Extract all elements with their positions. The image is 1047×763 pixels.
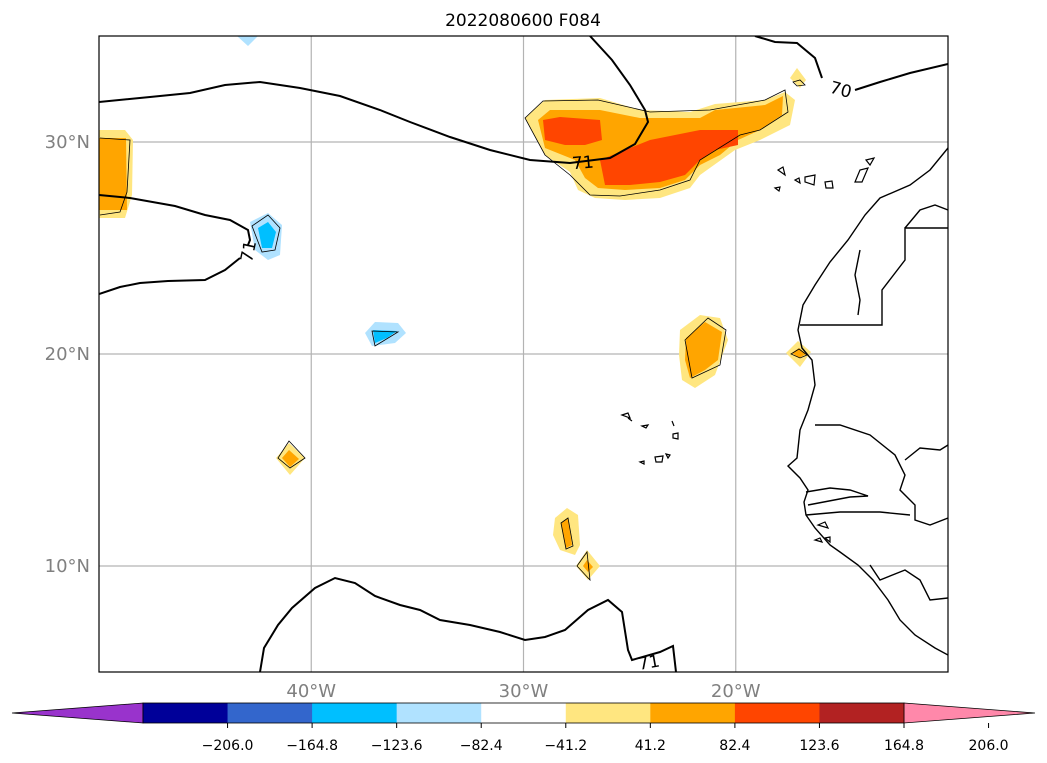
- africa-border-5: [869, 564, 948, 601]
- colorbar-tick-label: 82.4: [719, 738, 750, 754]
- shade-red-north-plume-2: [600, 130, 738, 185]
- colorbar-segment: [227, 703, 313, 723]
- colorbar-segment: [396, 703, 482, 723]
- lat-label: 30°N: [45, 132, 90, 153]
- colorbar-segment: [312, 703, 398, 723]
- africa-coastline: [786, 147, 948, 656]
- latitude-labels: 30°N 20°N 10°N: [45, 132, 90, 577]
- africa-border-1: [800, 227, 948, 326]
- colorbar-tick-label: 123.6: [799, 738, 839, 754]
- colorbar-tick-label: 164.8: [884, 738, 924, 754]
- shade-lightblue-top: [237, 36, 258, 46]
- contour-label-71-west: 71: [237, 239, 261, 264]
- shade-yellow-small-north: [790, 68, 806, 88]
- colorbar-tick-label: −41.2: [544, 738, 587, 754]
- africa-border-4: [805, 511, 911, 516]
- africa-border-6: [904, 204, 948, 229]
- coastlines: [786, 147, 948, 656]
- map-frame: [98, 35, 949, 673]
- longitude-labels: 40°W 30°W 20°W: [286, 681, 760, 702]
- colorbar-segment: [143, 703, 229, 723]
- colorbar-tick-label: 41.2: [635, 738, 666, 754]
- shade-orange-west-small: [282, 450, 299, 467]
- colorbar-segment: [650, 703, 736, 723]
- shade-orange-coast: [792, 348, 806, 358]
- colorbar-tick-label: −123.6: [371, 738, 423, 754]
- cape-verde-islands: [620, 412, 679, 465]
- colorbar-segment: [565, 703, 651, 723]
- contour-71-northwest: [99, 36, 650, 165]
- contour-label-71-north: 71: [571, 152, 594, 174]
- shade-orange-south-1: [561, 518, 572, 548]
- africa-border-8: [904, 444, 948, 461]
- shade-orange-west-edge: [99, 138, 127, 210]
- colorbar-segment: [734, 703, 820, 723]
- africa-border-2: [815, 424, 948, 526]
- shade-blue-central: [373, 330, 397, 343]
- contour-label-71-south: 71: [637, 651, 662, 674]
- colorbar-under-triangle: [11, 702, 144, 724]
- shade-orange-south-2: [583, 560, 593, 572]
- map-title: 2022080600 F084: [445, 11, 601, 31]
- africa-border-3: [805, 487, 869, 506]
- lat-label: 20°N: [45, 344, 90, 365]
- colorbar-segment: [819, 703, 905, 723]
- colorbar-tick-label: −82.4: [460, 738, 503, 754]
- colorbar-tick-label: 206.0: [969, 738, 1009, 754]
- thick-contours: [99, 36, 948, 672]
- contour-70-northeast: [754, 36, 948, 91]
- lon-label: 40°W: [286, 681, 336, 702]
- shade-red-north-plume: [543, 117, 602, 145]
- shade-blue-mid-west: [258, 222, 276, 248]
- bissagos-islands: [813, 521, 831, 544]
- lon-label: 20°W: [711, 681, 761, 702]
- canary-islands: [773, 157, 876, 193]
- shade-orange-mid-east: [685, 322, 722, 378]
- lat-label: 10°N: [45, 556, 90, 577]
- colorbar-over-triangle: [903, 702, 1036, 724]
- contour-71-south: [259, 576, 677, 672]
- colorbar-tick-label: −164.8: [286, 738, 338, 754]
- contour-71-west: [99, 194, 252, 295]
- islands: [620, 157, 876, 544]
- africa-border-7: [854, 249, 861, 316]
- colorbar-segment: [481, 703, 567, 723]
- gridlines: [99, 36, 948, 672]
- anomaly-shading: [99, 36, 811, 580]
- lon-label: 30°W: [499, 681, 549, 702]
- colorbar: −206.0 −164.8 −123.6 −82.4 −41.2 41.2 82.4 123.…: [11, 702, 1036, 754]
- colorbar-tick-label: −206.0: [202, 738, 254, 754]
- colorbar-frame: [142, 702, 905, 724]
